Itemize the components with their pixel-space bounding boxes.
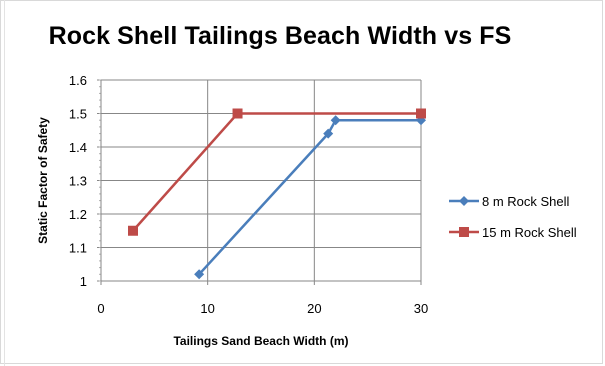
series-line-1 [132, 112, 421, 232]
axes [97, 79, 422, 285]
y-tick-label: 1.3 [69, 174, 87, 189]
x-tick-label: 30 [414, 301, 428, 316]
page-edge-rule [4, 0, 5, 366]
x-axis-title: Tailings Sand Beach Width (m) [173, 334, 348, 348]
x-tick-label: 20 [307, 301, 321, 316]
data-point-0 [323, 128, 334, 139]
series-line-0 [198, 118, 421, 276]
y-tick-label: 1.2 [69, 207, 87, 222]
data-point-0 [194, 269, 205, 280]
grid-lines [101, 79, 422, 281]
data-point-1 [128, 225, 138, 236]
data-point-1 [232, 108, 243, 119]
legend-marker-1 [459, 227, 469, 237]
legend: 8 m Rock Shell 15 m Rock Shell [449, 194, 577, 240]
y-axis-title: Static Factor of Safety [36, 117, 50, 244]
y-tick-label: 1.6 [69, 73, 87, 88]
chart-title: Rock Shell Tailings Beach Width vs FS [48, 22, 512, 50]
legend-marker-0 [459, 196, 469, 206]
y-tick-label: 1.1 [69, 241, 87, 256]
data-point-1 [416, 108, 426, 119]
x-tick-label: 10 [200, 301, 214, 316]
legend-label-0: 8 m Rock Shell [482, 194, 570, 209]
y-tick-label: 1.5 [69, 107, 87, 122]
y-tick-label: 1.4 [69, 140, 87, 155]
data-series [128, 108, 426, 280]
data-point-0 [330, 115, 341, 126]
tick-labels: 1 1.1 1.2 1.3 1.4 1.5 1.6 0 10 20 30 [69, 73, 428, 316]
y-tick-label: 1 [80, 274, 87, 289]
x-tick-label: 0 [97, 301, 104, 316]
legend-label-1: 15 m Rock Shell [482, 225, 577, 240]
